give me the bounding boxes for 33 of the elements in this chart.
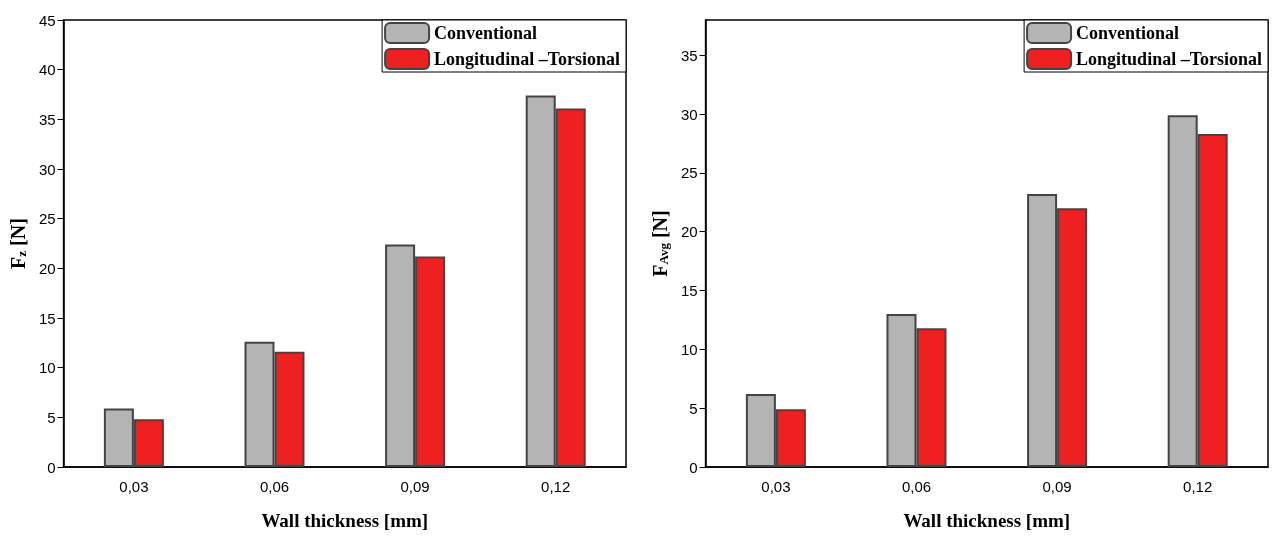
y-tick-label: 15 bbox=[680, 282, 698, 300]
y-tick-label: 0 bbox=[47, 458, 56, 476]
y-tick-label: 35 bbox=[38, 110, 56, 128]
x-tick-label: 0,06 bbox=[901, 478, 932, 495]
legend-label: Conventional bbox=[434, 23, 538, 43]
x-tick-label: 0,09 bbox=[1042, 478, 1072, 495]
x-tick-label: 0,03 bbox=[119, 478, 149, 495]
y-tick-label: 5 bbox=[47, 408, 56, 426]
y-tick-label: 15 bbox=[38, 309, 56, 327]
legend-label: Longitudinal –Torsional bbox=[1076, 49, 1262, 69]
y-tick-label: 45 bbox=[38, 11, 56, 29]
y-tick-label: 30 bbox=[38, 160, 56, 178]
y-tick-label: 0 bbox=[689, 458, 698, 476]
x-axis-title: Wall thickness [mm] bbox=[261, 510, 429, 531]
y-tick-label: 10 bbox=[38, 359, 56, 377]
y-tick-label: 30 bbox=[680, 105, 698, 123]
y-tick-label: 20 bbox=[38, 259, 56, 277]
y-axis-title: Fz [N] bbox=[7, 218, 29, 269]
x-axis-title: Wall thickness [mm] bbox=[903, 510, 1071, 531]
x-tick-label: 0,12 bbox=[541, 478, 571, 495]
x-tick-label: 0,06 bbox=[259, 478, 290, 495]
legend-label: Longitudinal –Torsional bbox=[434, 49, 620, 69]
legend-label: Conventional bbox=[1076, 23, 1180, 43]
x-tick-label: 0,12 bbox=[1183, 478, 1213, 495]
x-tick-label: 0,03 bbox=[761, 478, 791, 495]
y-tick-label: 5 bbox=[689, 399, 698, 417]
y-tick-label: 25 bbox=[38, 210, 56, 228]
y-tick-label: 20 bbox=[680, 223, 698, 241]
y-tick-label: 10 bbox=[680, 340, 698, 358]
y-tick-label: 40 bbox=[38, 61, 56, 79]
y-tick-label: 25 bbox=[680, 164, 698, 182]
x-tick-label: 0,09 bbox=[400, 478, 430, 495]
y-tick-label: 35 bbox=[680, 46, 698, 64]
